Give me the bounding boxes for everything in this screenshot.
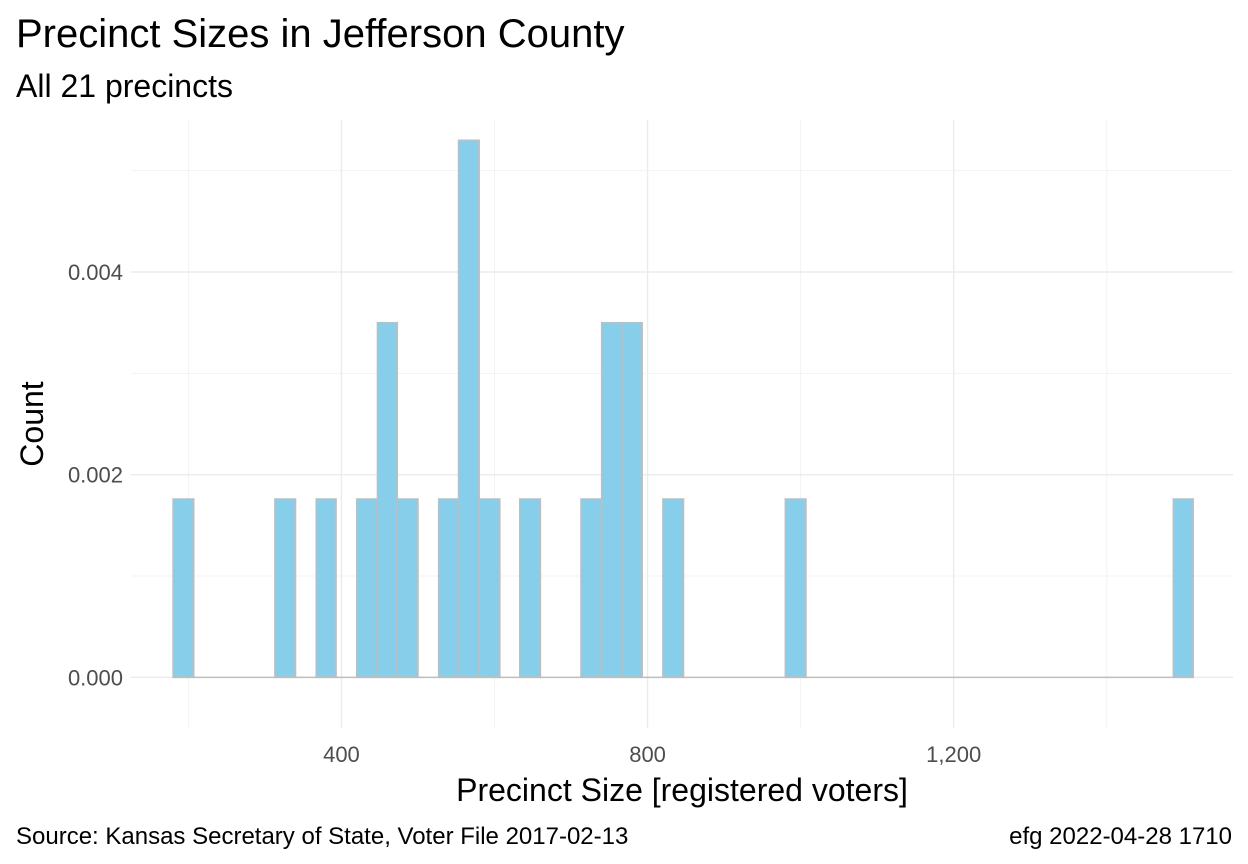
tick-labels: 400 800 1,200 0.000 0.002 0.004 (68, 260, 981, 767)
y-tick-label: 0.000 (68, 665, 123, 690)
histogram-bar-16 (1172, 498, 1194, 679)
histogram-bar-8 (457, 139, 480, 679)
histogram-bar-13 (621, 321, 643, 679)
histogram-bar-12 (600, 321, 624, 679)
histogram-bar-11 (580, 498, 603, 679)
histogram-bar-2 (274, 498, 297, 679)
source-caption: Source: Kansas Secretary of State, Voter… (16, 823, 629, 850)
histogram-bars (172, 139, 1194, 679)
histogram-bar-5 (376, 321, 399, 679)
histogram-bar-1 (172, 498, 195, 679)
author-caption: efg 2022-04-28 1710 (1009, 823, 1232, 850)
chart-title: Precinct Sizes in Jefferson County (16, 12, 625, 56)
histogram-bar-7 (437, 498, 460, 679)
y-tick-label: 0.002 (68, 463, 123, 488)
histogram-bar-15 (784, 498, 807, 679)
x-tick-label: 1,200 (926, 742, 981, 767)
histogram-bar-4 (356, 498, 379, 679)
histogram-bar-9 (478, 498, 501, 679)
x-tick-label: 800 (629, 742, 666, 767)
histogram-bar-3 (315, 498, 337, 679)
y-tick-label: 0.004 (68, 260, 123, 285)
x-axis-title: Precinct Size [registered voters] (456, 772, 908, 808)
histogram-bar-14 (662, 498, 685, 679)
histogram-bar-6 (396, 498, 419, 679)
y-axis-title: Count (14, 381, 50, 467)
x-tick-label: 400 (323, 742, 360, 767)
histogram-bar-10 (519, 498, 542, 679)
chart-subtitle: All 21 precincts (16, 68, 233, 104)
